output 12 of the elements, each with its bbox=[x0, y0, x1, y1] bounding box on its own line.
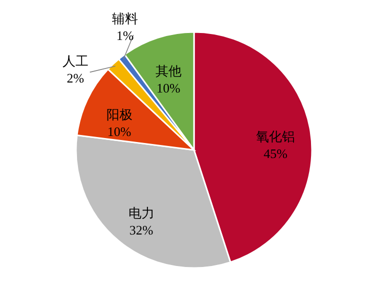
data-label: 1% bbox=[116, 28, 134, 44]
data-label: 10% bbox=[156, 80, 181, 96]
data-label: 32% bbox=[129, 222, 154, 238]
slice-label: 其他 bbox=[155, 63, 182, 78]
slice-label: 氧化铝 bbox=[256, 129, 296, 144]
slice-label: 辅料 bbox=[112, 11, 138, 26]
data-label: 45% bbox=[264, 146, 288, 162]
slice-label: 人工 bbox=[62, 53, 88, 68]
data-label: 2% bbox=[66, 70, 84, 86]
data-label: 10% bbox=[107, 124, 132, 139]
slice-label: 阳极 bbox=[106, 106, 132, 122]
slice-label: 电力 bbox=[128, 206, 154, 221]
